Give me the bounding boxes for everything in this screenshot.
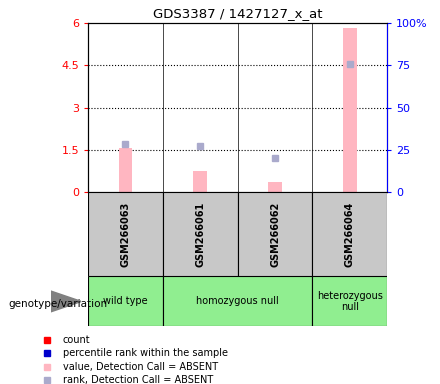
Bar	[343, 28, 356, 192]
Text: GSM266063: GSM266063	[121, 202, 130, 267]
Bar	[312, 276, 387, 326]
Bar	[268, 182, 282, 192]
Text: count: count	[63, 335, 91, 345]
Text: rank, Detection Call = ABSENT: rank, Detection Call = ABSENT	[63, 375, 213, 384]
Bar	[119, 147, 132, 192]
Text: homozygous null: homozygous null	[196, 296, 279, 306]
Text: heterozygous
null: heterozygous null	[317, 291, 383, 312]
Bar	[312, 192, 387, 276]
Text: GSM266061: GSM266061	[195, 202, 205, 267]
Text: value, Detection Call = ABSENT: value, Detection Call = ABSENT	[63, 362, 218, 372]
Polygon shape	[51, 291, 81, 312]
Bar	[194, 171, 207, 192]
Text: wild type: wild type	[103, 296, 148, 306]
Text: genotype/variation: genotype/variation	[9, 299, 108, 309]
Text: percentile rank within the sample: percentile rank within the sample	[63, 348, 228, 358]
Text: GSM266064: GSM266064	[345, 202, 355, 267]
Bar	[88, 276, 163, 326]
Bar	[163, 192, 238, 276]
Text: GSM266062: GSM266062	[270, 202, 280, 267]
Bar	[163, 276, 312, 326]
Bar	[88, 192, 163, 276]
Bar	[238, 192, 312, 276]
Title: GDS3387 / 1427127_x_at: GDS3387 / 1427127_x_at	[153, 7, 323, 20]
